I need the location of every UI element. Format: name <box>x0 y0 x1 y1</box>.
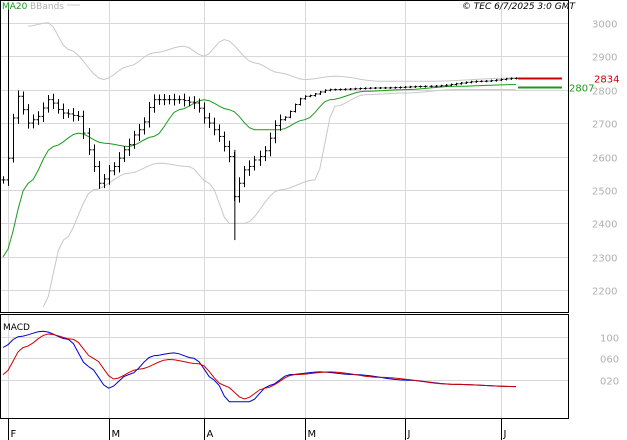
copyright: © TEC 6/7/2025 3:0 GMT <box>462 2 577 12</box>
legend-bbands: BBands <box>30 2 64 12</box>
bband-upper <box>28 22 516 82</box>
ma20-path <box>2 84 516 258</box>
bband-lower <box>42 89 516 308</box>
macd-grid <box>1 315 568 418</box>
price-tick-label: 2200 <box>592 287 617 298</box>
macd-lines <box>2 330 517 403</box>
price-tick-label: 3000 <box>592 20 617 31</box>
legend-ma20: MA20 <box>2 2 28 12</box>
month-label: J <box>407 429 411 440</box>
macd-tick-label: 060 <box>600 355 619 366</box>
price-tick-label: 2300 <box>592 254 617 265</box>
price-tick-label: 2600 <box>592 154 617 165</box>
month-label: A <box>207 429 214 440</box>
month-label: M <box>308 429 317 440</box>
macd-tick-label: 020 <box>600 377 619 388</box>
last-price-label: 2834 <box>594 75 619 86</box>
month-label: M <box>112 429 121 440</box>
ma20-line <box>2 84 516 258</box>
ma-price-label: 2807 <box>569 84 594 95</box>
macd-title: MACD <box>3 323 30 333</box>
price-panel-frame <box>0 0 569 313</box>
price-tick-label: 2500 <box>592 187 617 198</box>
bollinger-bands <box>28 22 516 308</box>
signal-line <box>2 333 517 400</box>
month-label: F <box>11 429 17 440</box>
macd-panel-frame <box>0 314 569 419</box>
price-tick-label: 2800 <box>592 87 617 98</box>
price-tick-label: 2900 <box>592 53 617 64</box>
price-bars <box>1 9 519 241</box>
macd-axis: 020 060 100 <box>600 334 619 388</box>
month-label: J <box>503 429 507 440</box>
macd-tick-label: 100 <box>600 334 619 345</box>
macd-line <box>2 330 517 403</box>
price-tick-label: 2700 <box>592 120 617 131</box>
price-tick-label: 2400 <box>592 220 617 231</box>
price-axis: 2200 2300 2400 2500 2600 2700 2800 2900 3000 <box>592 20 617 298</box>
price-grid <box>1 1 568 312</box>
